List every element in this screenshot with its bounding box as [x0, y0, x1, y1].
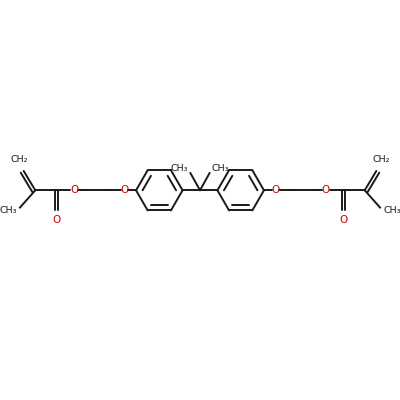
Text: CH₂: CH₂	[372, 155, 390, 164]
Text: O: O	[120, 185, 128, 195]
Text: CH₃: CH₃	[0, 206, 17, 215]
Text: O: O	[52, 214, 60, 224]
Text: O: O	[322, 185, 330, 195]
Text: CH₃: CH₃	[171, 164, 188, 174]
Text: O: O	[272, 185, 280, 195]
Text: O: O	[340, 214, 348, 224]
Text: O: O	[70, 185, 78, 195]
Text: CH₂: CH₂	[10, 155, 28, 164]
Text: CH₃: CH₃	[383, 206, 400, 215]
Text: CH₃: CH₃	[212, 164, 229, 174]
